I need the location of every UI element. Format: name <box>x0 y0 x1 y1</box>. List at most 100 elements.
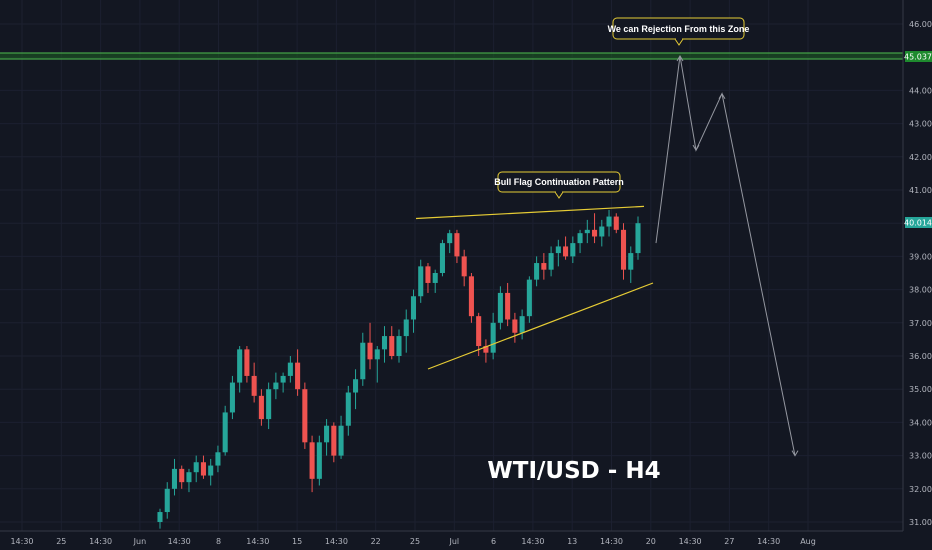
candle-body <box>613 216 619 230</box>
candle-body <box>208 465 214 476</box>
candle <box>534 256 540 287</box>
y-tick-label: 33.000 <box>909 452 932 461</box>
y-tick-label: 32.000 <box>909 485 932 494</box>
candle <box>505 282 511 327</box>
candle <box>353 369 359 410</box>
candle <box>476 312 482 356</box>
candle-body <box>577 233 583 244</box>
x-tick-label: 27 <box>724 537 734 546</box>
candle-body <box>620 229 627 270</box>
candle-body <box>584 229 590 234</box>
candle <box>512 312 518 343</box>
candle <box>541 253 547 280</box>
candle-body <box>222 412 228 453</box>
candle-body <box>447 233 453 244</box>
candle-body <box>461 256 467 277</box>
candle <box>606 209 612 237</box>
resistance-callout[interactable]: We can Rejection From this Zone <box>608 17 750 46</box>
time-axis[interactable]: 14:30 25 14:30 Jun 14:30 8 14:30 15 14:30 22 25 Jul… <box>0 530 932 550</box>
candle-body <box>171 468 178 489</box>
projection-arrowhead <box>692 144 700 152</box>
x-tick-label: 6 <box>491 537 496 546</box>
candle <box>266 382 272 430</box>
y-tick-label: 39.000 <box>909 252 932 261</box>
candle <box>179 465 185 489</box>
candle-body <box>555 246 561 254</box>
candle-body <box>295 362 301 390</box>
candle-body <box>374 349 380 360</box>
candle-body <box>367 342 373 360</box>
candle-body <box>302 389 308 443</box>
candle-body <box>244 349 250 376</box>
candle-body <box>439 243 445 273</box>
candle-body <box>483 346 489 353</box>
flag-upper-trendline <box>415 205 645 220</box>
projection-arrowhead <box>676 54 684 62</box>
candle <box>345 385 351 436</box>
candle <box>200 455 206 479</box>
candles <box>157 209 641 529</box>
candle-body <box>592 229 598 237</box>
candle-body <box>534 263 540 280</box>
price-axis[interactable]: 46.00045.00044.00043.00042.00041.00040.0… <box>902 0 932 550</box>
candle-body <box>237 349 243 383</box>
x-tick-label: Jun <box>133 537 147 546</box>
candle <box>273 372 279 400</box>
candle-body <box>266 389 272 420</box>
candle <box>613 213 619 234</box>
x-tick-label: 14:30 <box>679 537 702 546</box>
flag-lower-trendline <box>427 282 654 370</box>
x-tick-label: 14:30 <box>246 537 269 546</box>
x-tick-label: 14:30 <box>600 537 623 546</box>
x-tick-label: 22 <box>371 537 381 546</box>
candle <box>410 289 417 333</box>
candle <box>563 236 569 260</box>
candle <box>171 458 178 496</box>
candle-body <box>287 362 293 376</box>
candle <box>490 312 496 360</box>
candle <box>403 309 409 353</box>
y-tick-label: 43.000 <box>909 120 932 129</box>
candle <box>570 236 576 264</box>
candle <box>468 273 474 323</box>
resistance-callout-text: We can Rejection From this Zone <box>608 24 750 34</box>
y-tick-label: 36.000 <box>909 352 932 361</box>
candle-body <box>563 246 569 257</box>
candle <box>302 382 308 449</box>
candle <box>295 349 301 396</box>
candle-body <box>628 253 634 270</box>
candle-body <box>425 266 431 283</box>
candle-body <box>410 296 417 320</box>
candle <box>229 375 235 420</box>
candle-body <box>519 316 525 333</box>
projection-path <box>655 54 799 457</box>
candle-body <box>360 342 366 380</box>
x-tick-label: Jul <box>448 537 459 546</box>
projection-polyline <box>655 55 796 456</box>
candle-body <box>193 462 199 473</box>
candle <box>374 346 380 383</box>
candle <box>324 419 330 456</box>
candle <box>432 269 438 293</box>
candle-body <box>179 468 185 483</box>
x-tick-label: 14:30 <box>521 537 544 546</box>
candle-body <box>258 395 264 420</box>
candle <box>222 405 228 456</box>
candle <box>389 326 395 360</box>
x-tick-label: 14:30 <box>89 537 112 546</box>
candle <box>208 458 214 486</box>
pattern-callout[interactable]: Bull Flag Continuation Pattern <box>494 171 624 199</box>
candle-body <box>635 223 641 254</box>
candle-body <box>548 253 554 270</box>
candle <box>338 415 344 459</box>
candle <box>620 223 627 280</box>
x-tick-label: 14:30 <box>10 537 33 546</box>
candle <box>316 435 322 486</box>
resistance-zone <box>0 52 903 60</box>
current-price-tag: 40.014 <box>904 217 932 228</box>
candle <box>309 435 315 493</box>
trendlines <box>415 205 654 370</box>
x-tick-label: 15 <box>292 537 302 546</box>
y-tick-label: 44.000 <box>909 86 932 95</box>
